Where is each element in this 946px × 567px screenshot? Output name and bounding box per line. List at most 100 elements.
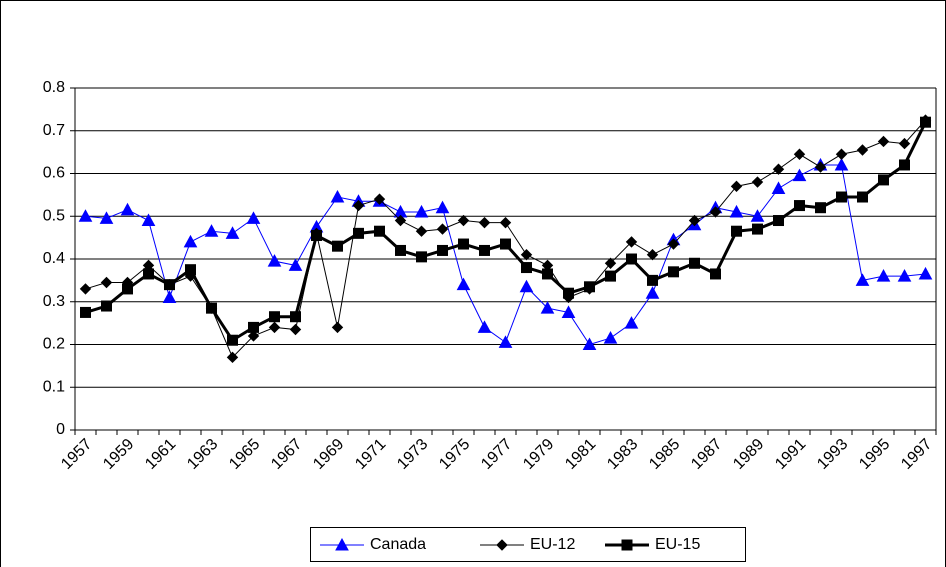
square-marker bbox=[353, 227, 364, 239]
diamond-marker bbox=[394, 214, 407, 227]
triangle-marker bbox=[477, 320, 492, 333]
square-marker bbox=[395, 244, 406, 256]
triangle-marker bbox=[897, 269, 912, 282]
square-marker bbox=[621, 539, 633, 551]
square-marker bbox=[752, 223, 763, 235]
square-marker bbox=[269, 311, 280, 323]
square-marker bbox=[836, 191, 847, 203]
square-marker bbox=[332, 240, 343, 252]
square-marker bbox=[248, 321, 259, 333]
diamond-marker bbox=[478, 216, 491, 229]
triangle-marker bbox=[771, 181, 786, 194]
y-tick-label: 0.1 bbox=[43, 378, 65, 395]
y-tick-label: 0.5 bbox=[43, 207, 65, 224]
square-marker bbox=[857, 191, 868, 203]
triangle-marker bbox=[834, 157, 849, 171]
diamond-marker bbox=[751, 176, 764, 188]
diamond-marker bbox=[625, 236, 638, 248]
diamond-marker bbox=[331, 321, 344, 334]
square-marker bbox=[815, 202, 826, 214]
diamond-marker bbox=[436, 223, 449, 235]
square-marker bbox=[878, 174, 889, 186]
triangle-marker bbox=[561, 305, 576, 318]
square-marker bbox=[920, 116, 931, 128]
diamond-marker bbox=[373, 193, 386, 205]
triangle-marker bbox=[330, 189, 345, 203]
triangle-marker bbox=[519, 279, 534, 293]
diamond-marker bbox=[898, 137, 911, 150]
diamond-marker bbox=[667, 238, 680, 250]
square-marker bbox=[290, 311, 301, 323]
diamond-marker bbox=[772, 163, 785, 175]
legend-label: Canada bbox=[370, 536, 426, 553]
triangle-marker bbox=[78, 209, 93, 222]
diamond-marker bbox=[415, 225, 428, 237]
series bbox=[79, 114, 932, 364]
diamond-marker bbox=[814, 161, 827, 173]
triangle-marker bbox=[414, 204, 429, 218]
diamond-marker bbox=[688, 214, 701, 227]
square-marker bbox=[605, 270, 616, 282]
triangle-marker bbox=[288, 258, 303, 271]
square-marker bbox=[647, 274, 658, 286]
square-marker bbox=[311, 229, 322, 241]
square-marker bbox=[101, 300, 112, 312]
triangle-marker bbox=[204, 224, 219, 237]
square-marker bbox=[227, 334, 238, 346]
square-marker bbox=[899, 159, 910, 171]
triangle-marker bbox=[267, 254, 282, 267]
y-tick-label: 0.4 bbox=[43, 250, 65, 267]
square-marker bbox=[437, 244, 448, 256]
diamond-marker bbox=[226, 351, 239, 364]
triangle-marker bbox=[99, 211, 114, 224]
triangle-marker bbox=[335, 537, 349, 551]
y-tick-label: 0.2 bbox=[43, 336, 65, 353]
square-marker bbox=[689, 257, 700, 269]
diamond-marker bbox=[289, 323, 302, 336]
diamond-marker bbox=[499, 216, 512, 229]
diamond-marker bbox=[709, 206, 722, 218]
triangle-marker bbox=[498, 335, 513, 348]
triangle-marker bbox=[918, 266, 933, 280]
diamond-marker bbox=[352, 199, 365, 212]
diamond-marker bbox=[520, 249, 533, 261]
diamond-marker bbox=[100, 276, 113, 289]
diamond-marker bbox=[457, 214, 470, 227]
square-marker bbox=[521, 262, 532, 274]
square-marker bbox=[542, 268, 553, 280]
square-marker bbox=[185, 264, 196, 276]
triangle-marker bbox=[624, 316, 639, 329]
square-marker bbox=[500, 238, 511, 250]
triangle-marker bbox=[855, 273, 870, 286]
diamond-marker bbox=[604, 257, 617, 269]
legend: Canada EU-12 EU-15 bbox=[310, 527, 746, 562]
series bbox=[80, 116, 931, 346]
square-marker bbox=[710, 268, 721, 280]
legend-box bbox=[310, 527, 746, 562]
diamond-marker bbox=[793, 148, 806, 160]
square-marker bbox=[374, 225, 385, 237]
square-marker bbox=[668, 266, 679, 278]
square-marker bbox=[563, 287, 574, 299]
square-marker bbox=[80, 306, 91, 318]
triangle-marker bbox=[120, 202, 135, 216]
triangle-marker bbox=[183, 234, 198, 248]
y-tick-label: 0.6 bbox=[43, 165, 65, 182]
diamond-marker bbox=[877, 135, 890, 148]
square-marker bbox=[164, 279, 175, 291]
triangle-marker bbox=[246, 211, 261, 224]
triangle-marker bbox=[456, 277, 471, 291]
triangle-marker bbox=[540, 301, 555, 314]
square-marker bbox=[416, 251, 427, 263]
diamond-marker bbox=[835, 148, 848, 160]
square-marker bbox=[122, 283, 133, 295]
square-marker bbox=[458, 238, 469, 250]
triangle-marker bbox=[225, 226, 240, 239]
legend-label: EU-12 bbox=[530, 536, 575, 553]
y-tick-label: 0.8 bbox=[43, 79, 65, 96]
triangle-marker bbox=[792, 168, 807, 182]
triangle-marker bbox=[729, 204, 744, 218]
triangle-marker bbox=[750, 209, 765, 222]
diamond-marker bbox=[79, 283, 92, 295]
